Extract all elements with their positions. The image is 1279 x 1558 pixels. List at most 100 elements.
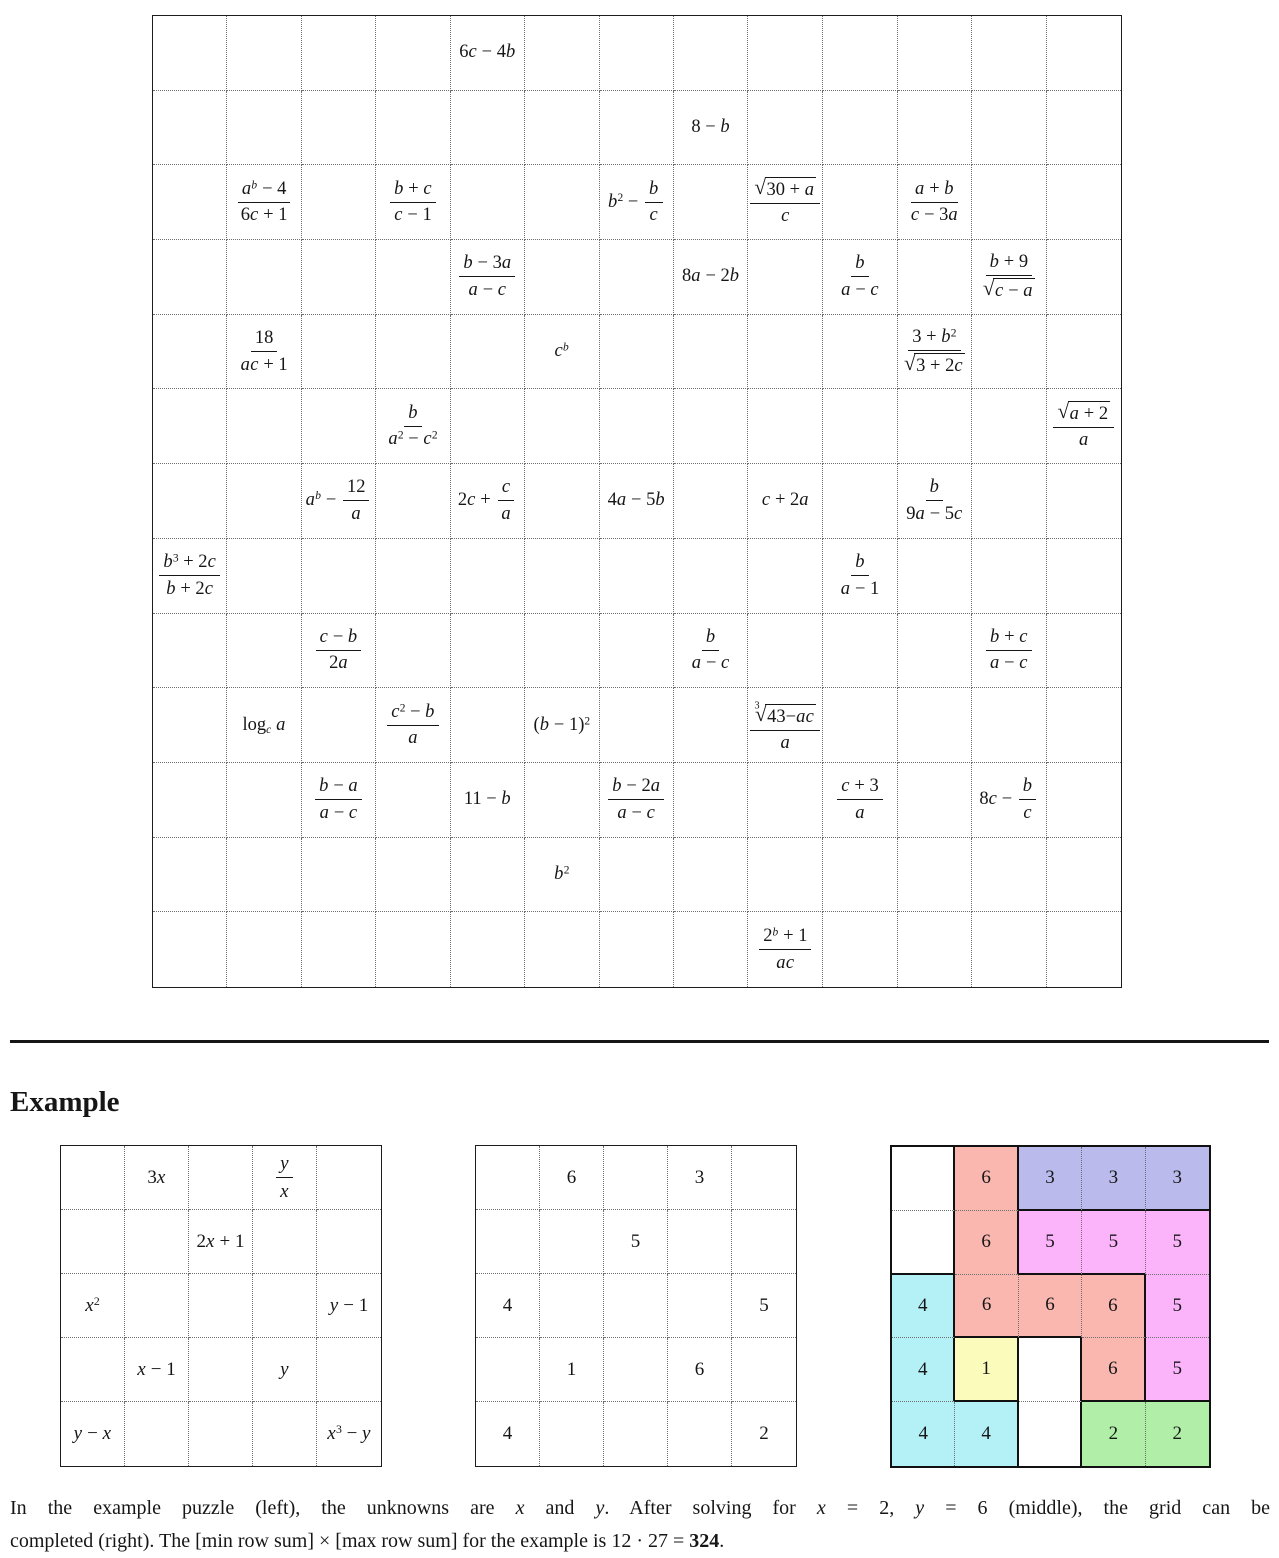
grid-cell-r3c2	[540, 1274, 604, 1338]
grid-cell-r2c3: 2x + 1	[189, 1210, 253, 1274]
cell-value: 6	[1045, 1294, 1055, 1316]
grid-cell-r1c11	[897, 16, 973, 91]
cell-expression: 3x	[147, 1166, 166, 1188]
grid-cell-r2c12	[972, 90, 1047, 166]
grid-cell-r6c4: b a2 − c2	[376, 389, 451, 465]
cell-expression: 2b + 1 ac	[757, 925, 813, 974]
grid-cell-r3c3	[301, 165, 377, 241]
cell-expression: 11 − b	[463, 789, 511, 810]
grid-cell-r13c4	[376, 912, 451, 987]
colored-cell-r5c3	[1018, 1402, 1083, 1466]
grid-cell-r9c11	[897, 613, 973, 689]
grid-cell-r5c3	[301, 314, 377, 390]
grid-cell-r9c10	[823, 613, 898, 689]
cell-expression: b3 + 2c b + 2c	[157, 551, 222, 600]
cell-expression: 6	[694, 1358, 705, 1380]
grid-cell-r11c13	[1046, 763, 1121, 838]
caption-line-2: completed (right). The [min row sum] × […	[10, 1525, 1270, 1558]
colored-cell-r2c3: 5	[1018, 1210, 1083, 1275]
grid-cell-r11c9	[748, 762, 824, 838]
grid-cell-r2c9	[748, 90, 824, 166]
grid-cell-r4c13	[1046, 240, 1121, 315]
caption-segment: . After solving for	[604, 1497, 817, 1519]
caption-segment: = 6 (middle), the grid can be	[924, 1497, 1271, 1519]
grid-cell-r5c5	[450, 314, 526, 390]
grid-cell-r13c12	[972, 912, 1047, 987]
grid-cell-r2c4	[668, 1210, 732, 1274]
cell-expression: b2	[554, 863, 570, 884]
grid-cell-r5c5: 2	[732, 1402, 796, 1466]
colored-cell-r2c1	[892, 1210, 956, 1275]
grid-cell-r4c3	[189, 1338, 253, 1402]
grid-cell-r1c2	[227, 16, 302, 91]
grid-cell-r3c2	[125, 1274, 189, 1338]
grid-cell-r9c1	[153, 613, 228, 689]
grid-cell-r8c7	[599, 538, 674, 614]
cell-expression: x − 1	[137, 1358, 176, 1380]
caption-segment: y	[595, 1497, 605, 1519]
grid-cell-r1c5: 6c − 4b	[450, 16, 526, 91]
caption-segment: In the example puzzle (left), the unknow…	[10, 1497, 516, 1519]
colored-cell-r5c5: 2	[1145, 1402, 1209, 1466]
grid-cell-r4c4: y	[253, 1338, 317, 1402]
example-solved-grid: 6 3 5 4 5 1 6 4 2	[475, 1145, 797, 1467]
grid-cell-r8c8	[673, 538, 749, 614]
grid-cell-r12c1	[153, 837, 228, 913]
grid-cell-r10c12	[972, 688, 1047, 763]
cell-expression: 2x + 1	[196, 1230, 245, 1252]
colored-cell-r3c2: 6	[955, 1274, 1019, 1339]
grid-cell-r5c12	[972, 314, 1047, 390]
colored-cell-r3c3: 6	[1018, 1274, 1083, 1339]
cell-value: 3	[1045, 1166, 1055, 1188]
cell-value: 6	[1108, 1294, 1118, 1316]
grid-cell-r8c12	[972, 538, 1047, 614]
cell-expression: 4	[502, 1294, 513, 1316]
cell-expression: 4	[502, 1423, 513, 1444]
grid-cell-r3c4	[253, 1274, 317, 1338]
colored-cell-r1c4: 3	[1082, 1147, 1146, 1211]
colored-cell-r1c1	[892, 1147, 956, 1211]
grid-cell-r4c4: 6	[668, 1338, 732, 1402]
grid-cell-r2c8: 8 − b	[673, 90, 749, 166]
grid-cell-r10c13	[1046, 688, 1121, 763]
grid-cell-r9c13	[1046, 614, 1121, 689]
grid-cell-r9c9	[748, 613, 824, 689]
grid-cell-r12c12	[972, 837, 1047, 913]
grid-cell-r6c1	[153, 389, 228, 465]
grid-cell-r2c11	[897, 90, 973, 166]
grid-cell-r5c2	[125, 1402, 189, 1466]
cell-expression: ab − 12 a	[306, 476, 372, 525]
grid-cell-r6c9	[748, 389, 824, 465]
grid-cell-r2c5	[450, 90, 526, 166]
grid-cell-r2c7	[599, 90, 674, 166]
caption-segment: x	[816, 1497, 826, 1519]
grid-cell-r8c4	[376, 538, 451, 614]
grid-cell-r6c10	[823, 389, 898, 465]
grid-cell-r4c8: 8a − 2b	[673, 240, 749, 315]
grid-cell-r2c6	[525, 90, 600, 166]
colored-cell-r4c5: 5	[1145, 1338, 1209, 1403]
cell-value: 5	[1108, 1230, 1119, 1252]
grid-cell-r12c10	[823, 837, 898, 913]
grid-cell-r5c9	[748, 314, 824, 390]
colored-cell-r4c4: 6	[1082, 1338, 1146, 1403]
grid-cell-r1c10	[823, 16, 898, 91]
colored-cell-r3c1: 4	[892, 1274, 956, 1339]
grid-cell-r4c3	[604, 1338, 668, 1402]
grid-cell-r11c11	[897, 762, 973, 838]
cell-expression: y	[280, 1358, 289, 1380]
grid-cell-r10c11	[897, 688, 973, 763]
grid-cell-r12c8	[673, 837, 749, 913]
cell-expression: b 9a − 5c	[906, 477, 963, 524]
